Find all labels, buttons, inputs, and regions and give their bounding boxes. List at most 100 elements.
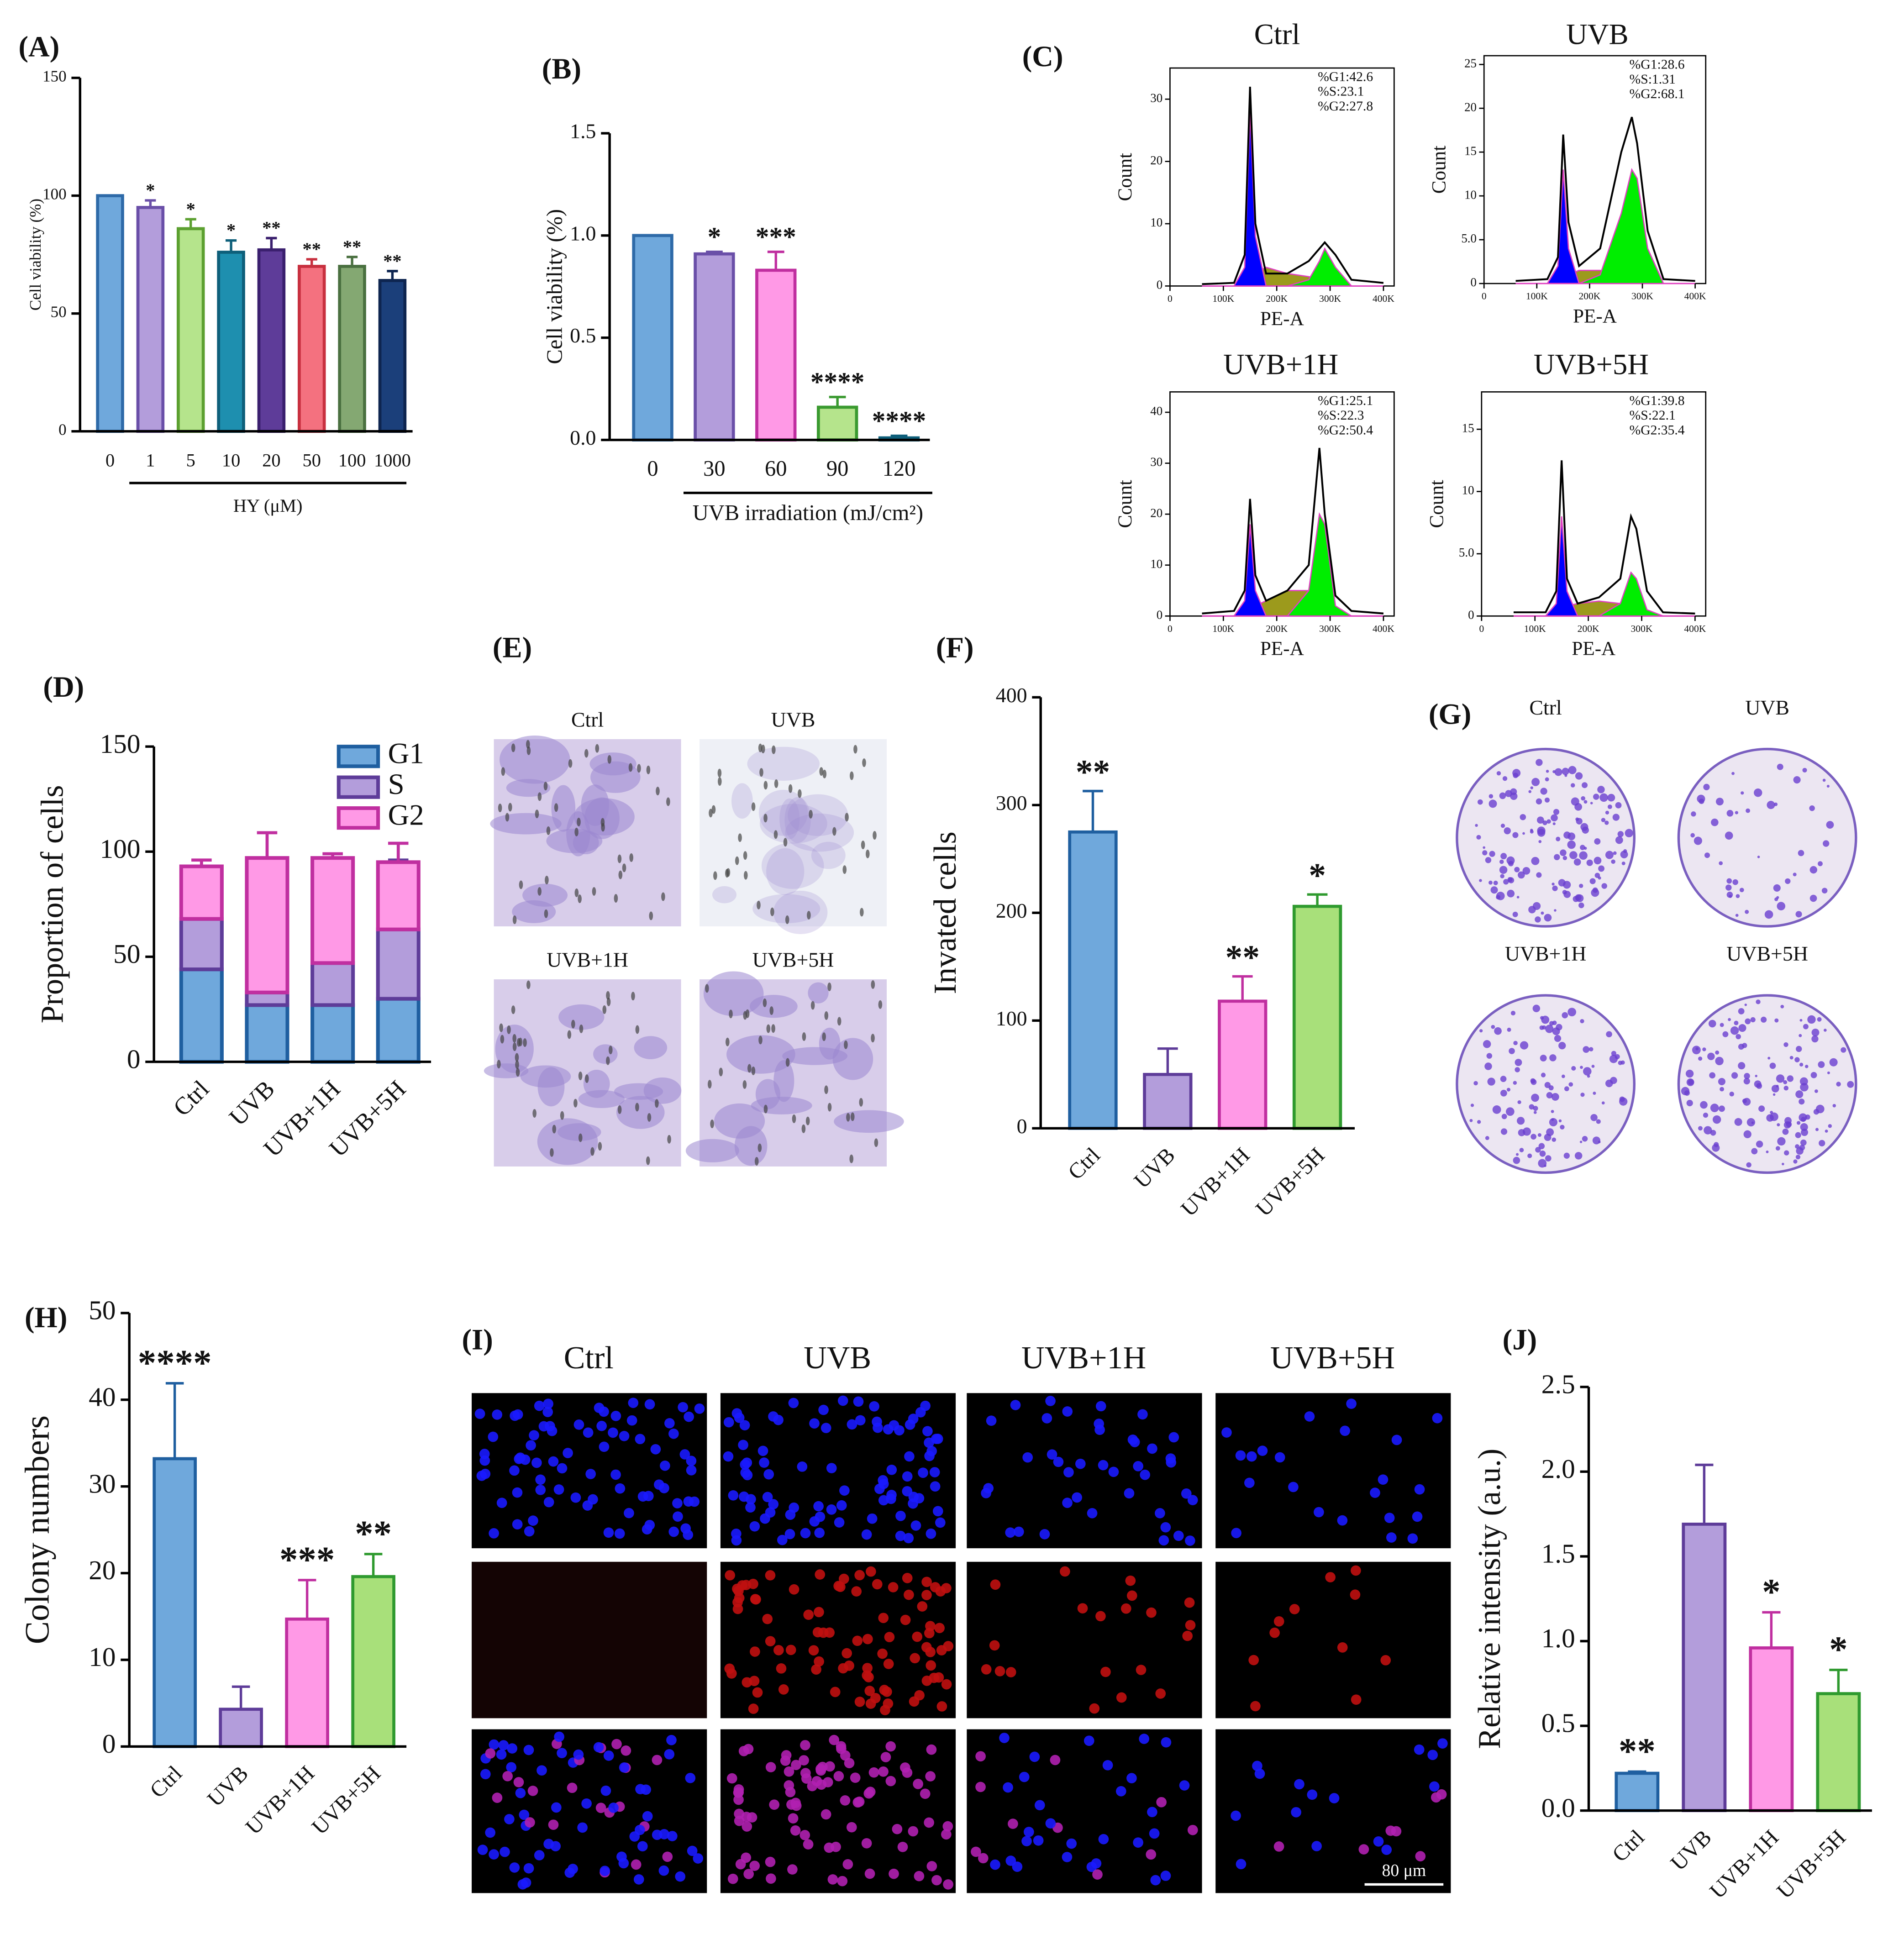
nucleus [800, 1740, 810, 1750]
nucleus [1116, 1692, 1127, 1703]
nucleus [759, 1457, 769, 1468]
bar [285, 1617, 329, 1748]
nucleus [1384, 1513, 1395, 1523]
cell-pore [667, 1135, 671, 1144]
colony [1605, 851, 1614, 859]
nucleus [1273, 1616, 1284, 1627]
cell-pore [628, 763, 633, 772]
colony [1809, 805, 1815, 811]
cell-pore [711, 805, 716, 814]
nucleus [1431, 1792, 1441, 1803]
colony [1799, 1034, 1802, 1037]
nucleus [1246, 1451, 1257, 1462]
colony [1545, 1025, 1554, 1033]
nucleus [1250, 1701, 1261, 1712]
colony [1605, 1079, 1613, 1088]
nucleus [1136, 1665, 1147, 1675]
colony [1707, 1052, 1715, 1061]
nucleus [644, 1399, 655, 1410]
nucleus [538, 1421, 549, 1432]
colony [1777, 1137, 1786, 1146]
colony [1513, 1041, 1518, 1046]
nucleus [535, 1474, 546, 1485]
y-tick-label: 10 [1464, 188, 1477, 201]
stain-patch [726, 1035, 795, 1074]
colony [1479, 879, 1482, 882]
nucleus [1158, 1535, 1169, 1546]
colony [1783, 1042, 1788, 1047]
nucleus [1314, 1507, 1324, 1518]
nucleus [752, 1687, 763, 1698]
x-tick-label: UVB+1H [1176, 1143, 1255, 1221]
x-axis-label: PE-A [1572, 638, 1615, 660]
nucleus [742, 1677, 752, 1688]
colony [1731, 1072, 1738, 1079]
colony [1541, 1015, 1550, 1024]
nucleus [583, 1427, 594, 1438]
nucleus [599, 1406, 609, 1417]
image-label: Ctrl [1529, 696, 1562, 719]
nucleus [904, 1451, 915, 1462]
colony [1811, 1028, 1820, 1036]
colony [1470, 1104, 1474, 1107]
x-tick-label: 400K [1684, 291, 1706, 302]
nucleus [725, 1570, 736, 1581]
nucleus [619, 1430, 630, 1441]
y-axis-label: Cell viability (%) [542, 209, 567, 364]
significance: ** [1619, 1730, 1656, 1771]
image-label: UVB+1H [547, 948, 628, 972]
colony [1556, 836, 1561, 841]
annotation: %G2:35.4 [1630, 423, 1685, 437]
nucleus [768, 1411, 778, 1422]
nucleus [599, 1441, 610, 1452]
nucleus [525, 1817, 535, 1828]
nucleus [975, 1782, 986, 1792]
stain-patch [558, 1123, 601, 1141]
nucleus [553, 1484, 564, 1495]
nucleus [1161, 1737, 1172, 1748]
nucleus [862, 1663, 873, 1673]
nucleus [1005, 1855, 1016, 1866]
x-tick-label: 400K [1684, 623, 1706, 634]
nucleus [534, 1400, 545, 1411]
nucleus [791, 1800, 802, 1811]
nucleus [1120, 1603, 1131, 1614]
colony [1773, 1093, 1776, 1096]
cell-pore [729, 1009, 733, 1019]
nucleus [749, 1860, 760, 1871]
colony [1796, 1121, 1801, 1125]
nucleus [892, 1824, 903, 1834]
colony [1499, 792, 1506, 799]
cell-pore [827, 982, 831, 991]
nucleus [1140, 1469, 1151, 1480]
colony [1715, 1056, 1724, 1066]
y-tick-label: 0.5 [1541, 1708, 1575, 1738]
nucleus [595, 1803, 606, 1813]
nucleus [1156, 1797, 1167, 1808]
nucleus [1337, 1515, 1348, 1526]
colony [1499, 859, 1504, 864]
x-tick-label: 60 [765, 456, 787, 481]
stain-patch [731, 783, 753, 819]
nucleus [1257, 1445, 1268, 1456]
nucleus [809, 1418, 820, 1429]
fluorescence-image [967, 1393, 1202, 1549]
colony [1579, 851, 1588, 860]
scale-label: 80 μm [1382, 1861, 1426, 1880]
colony [1589, 878, 1596, 884]
nucleus [1187, 1495, 1198, 1505]
nucleus [827, 1874, 838, 1885]
nucleus [785, 1645, 796, 1655]
bar [1143, 1072, 1193, 1130]
y-tick-label: 10 [1150, 215, 1162, 229]
colony [1507, 1027, 1511, 1032]
nucleus [815, 1511, 826, 1522]
nucleus [922, 1426, 933, 1437]
nucleus [854, 1697, 865, 1707]
colony [1508, 861, 1514, 867]
nucleus [884, 1632, 895, 1642]
cell-pore [554, 803, 558, 812]
bar [1749, 1646, 1794, 1813]
y-tick-label: 30 [1150, 91, 1162, 105]
colony [1546, 819, 1551, 824]
